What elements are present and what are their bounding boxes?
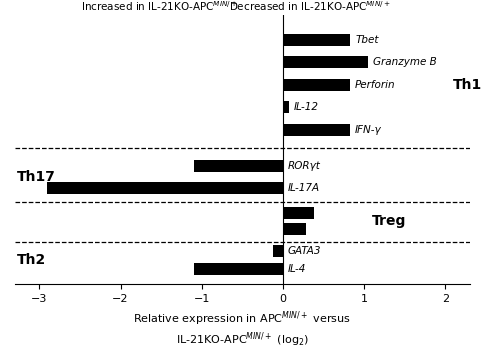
Bar bbox=[283, 56, 368, 68]
Text: Decreased in IL-21KO-APC$^{MIN/+}$: Decreased in IL-21KO-APC$^{MIN/+}$ bbox=[229, 0, 391, 13]
Text: Th1: Th1 bbox=[454, 78, 482, 92]
Bar bbox=[283, 33, 350, 46]
Bar bbox=[283, 79, 350, 91]
Text: Th2: Th2 bbox=[16, 253, 46, 267]
Bar bbox=[283, 101, 288, 114]
Bar bbox=[283, 207, 314, 219]
Text: Granzyme B: Granzyme B bbox=[373, 57, 436, 67]
Text: Th17: Th17 bbox=[16, 170, 56, 184]
Bar bbox=[194, 263, 283, 276]
Bar bbox=[283, 222, 306, 235]
Text: IL-17A: IL-17A bbox=[288, 183, 320, 193]
Bar bbox=[194, 159, 283, 172]
Text: Treg: Treg bbox=[372, 214, 406, 228]
Text: IL-12: IL-12 bbox=[294, 102, 318, 112]
X-axis label: Relative expression in APC$^{MIN/+}$ versus
IL-21KO-APC$^{MIN/+}$ (log$_2$): Relative expression in APC$^{MIN/+}$ ver… bbox=[134, 309, 351, 349]
Text: IL-4: IL-4 bbox=[288, 264, 306, 274]
Text: Perforin: Perforin bbox=[355, 80, 396, 90]
Bar bbox=[283, 123, 350, 136]
Bar bbox=[48, 182, 283, 194]
Text: Increased in IL-21KO-APC$^{MIN/+}$: Increased in IL-21KO-APC$^{MIN/+}$ bbox=[82, 0, 238, 13]
Bar bbox=[273, 245, 283, 257]
Text: IFN-γ: IFN-γ bbox=[355, 125, 382, 135]
Text: GATA3: GATA3 bbox=[288, 246, 322, 256]
Text: Tbet: Tbet bbox=[355, 35, 378, 45]
Text: RORγt: RORγt bbox=[288, 161, 320, 171]
